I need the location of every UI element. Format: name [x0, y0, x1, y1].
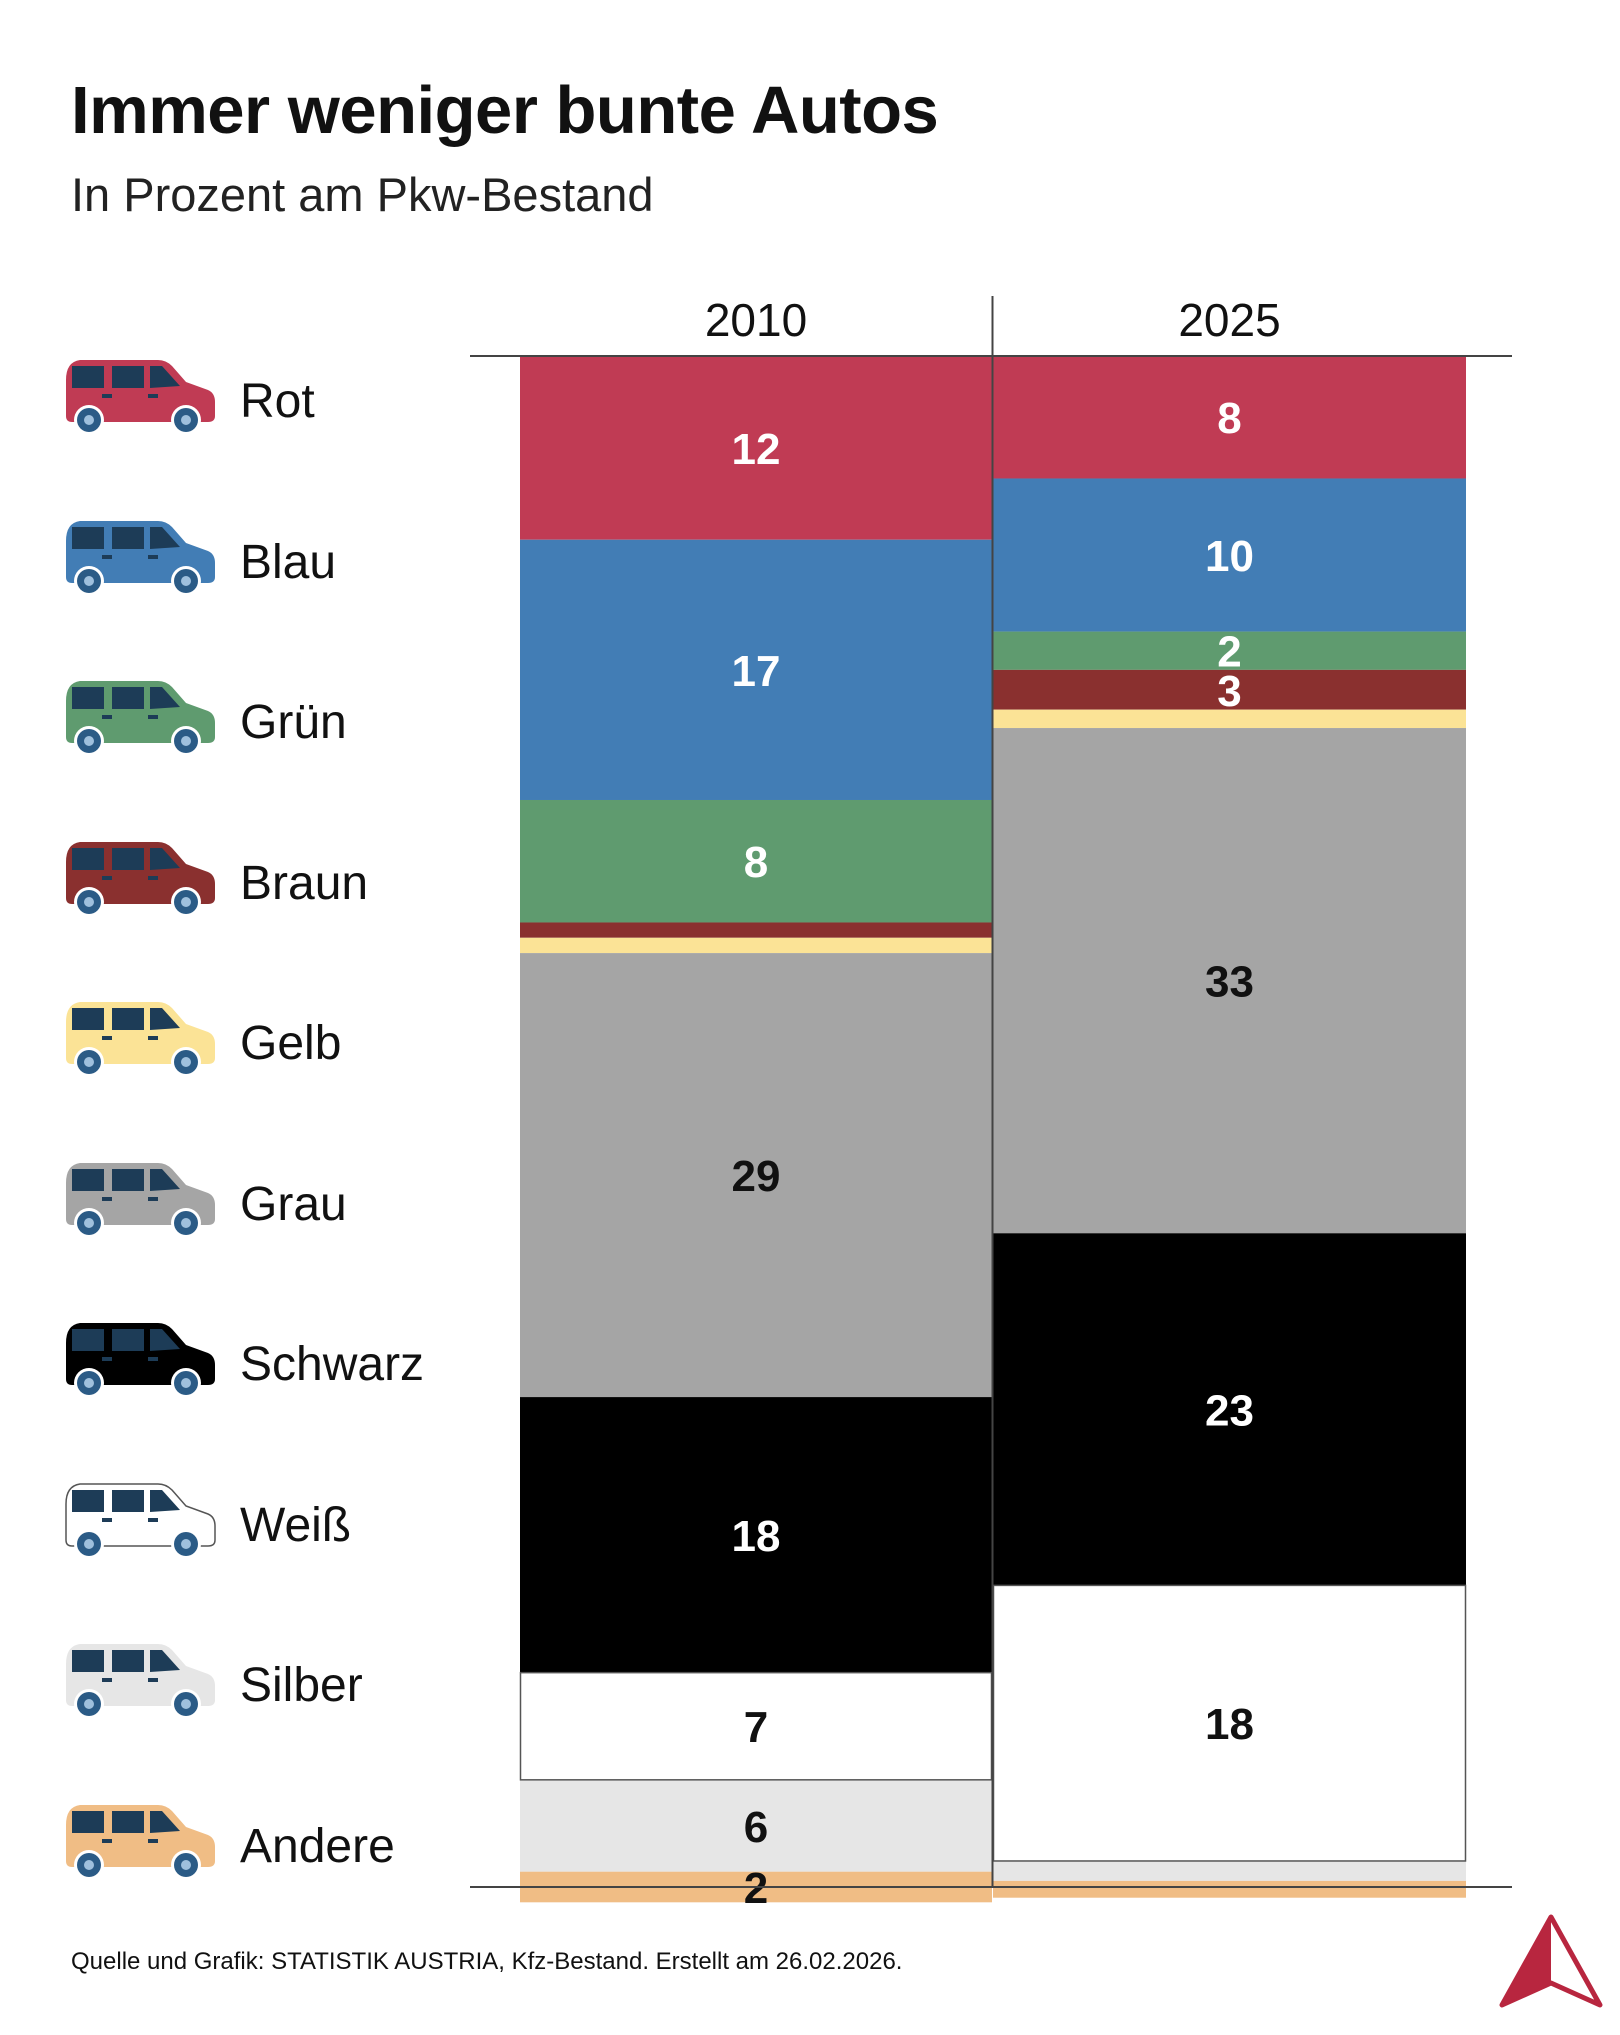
bar-segment-gelb-2010	[520, 937, 992, 954]
bar-segment-braun-2025	[993, 669, 1466, 710]
bar-segment-schwarz-2010	[520, 1397, 992, 1673]
legend-item-rot: Rot	[62, 350, 462, 450]
legend-item-gruen: Grün	[62, 671, 462, 771]
data-label-grau-2010: 29	[732, 1152, 781, 1201]
data-label-rot-2025: 8	[1217, 394, 1241, 443]
legend-item-silber: Silber	[62, 1634, 462, 1734]
bar-segment-blau-2010	[520, 539, 992, 800]
legend-label: Andere	[240, 1819, 395, 1873]
bar-segment-gruen-2025	[993, 631, 1466, 670]
chart-title: Immer weniger bunte Autos	[71, 73, 939, 148]
bar-segment-weiss-2025	[993, 1585, 1466, 1861]
legend-label: Silber	[240, 1659, 363, 1712]
legend-label: Blau	[240, 535, 337, 589]
bar-segment-grau-2025	[993, 728, 1466, 1234]
legend-label: Schwarz	[240, 1338, 425, 1391]
legend-label: Weiß	[240, 1498, 352, 1552]
data-label-weiss-2025: 18	[1205, 1700, 1254, 1749]
bar-segment-schwarz-2025	[993, 1233, 1466, 1586]
bar-segment-rot-2025	[993, 356, 1466, 479]
data-label-silber-2010: 6	[744, 1803, 768, 1852]
legend-item-andere: Andere	[62, 1795, 462, 1895]
source-note: Quelle und Grafik: STATISTIK AUSTRIA, Kf…	[71, 1948, 903, 1975]
car-icon	[66, 1804, 215, 1880]
legend-item-gelb: Gelb	[62, 992, 462, 1092]
data-label-weiss-2010: 7	[744, 1703, 768, 1752]
data-label-grau-2025: 33	[1205, 958, 1254, 1007]
data-label-gruen-2025: 2	[1217, 628, 1241, 677]
data-label-gruen-2010: 8	[744, 838, 768, 887]
data-label-rot-2010: 12	[732, 425, 781, 474]
car-icon	[65, 1482, 216, 1559]
car-icon	[66, 520, 215, 596]
bar-segment-gruen-2010	[520, 799, 992, 923]
legend-label: Gelb	[240, 1017, 342, 1070]
legend-label: Grau	[240, 1177, 347, 1231]
legend-item-braun: Braun	[62, 832, 462, 932]
bar-segment-weiss-2010	[520, 1672, 992, 1780]
data-label-blau-2025: 10	[1205, 532, 1254, 581]
data-label-schwarz-2025: 23	[1205, 1386, 1254, 1435]
car-icon	[66, 1323, 215, 1398]
legend-item-weiss: Weiß	[62, 1474, 462, 1574]
bar-segment-gelb-2025	[993, 709, 1466, 729]
car-icon	[66, 1002, 215, 1077]
legend-label: Grün	[240, 696, 347, 749]
data-label-blau-2010: 17	[732, 647, 781, 696]
legend-item-blau: Blau	[62, 511, 462, 611]
category-label-2025: 2025	[1178, 294, 1280, 346]
car-icon	[66, 681, 215, 756]
data-label-andere-2010: 2	[744, 1864, 768, 1913]
chart-subtitle: In Prozent am Pkw-Bestand	[71, 168, 654, 221]
bar-segment-silber-2025	[993, 1860, 1466, 1881]
statistik-austria-logo-icon	[1499, 1914, 1603, 2008]
bar-segment-andere-2025	[993, 1880, 1466, 1898]
legend-label: Braun	[240, 856, 369, 910]
legend-item-schwarz: Schwarz	[62, 1313, 462, 1413]
car-icon	[66, 1162, 215, 1238]
data-label-braun-2025: 3	[1217, 667, 1241, 716]
legend-label: Rot	[240, 375, 315, 428]
bar-segment-silber-2010	[520, 1779, 992, 1872]
bar-segment-rot-2010	[520, 356, 992, 540]
bar-segment-braun-2010	[520, 922, 992, 938]
car-icon	[66, 841, 215, 917]
legend-item-grau: Grau	[62, 1153, 462, 1253]
car-icon	[66, 360, 215, 435]
car-icon	[66, 1644, 215, 1719]
bar-segment-grau-2010	[520, 953, 992, 1398]
data-label-schwarz-2010: 18	[732, 1512, 781, 1561]
bar-segment-blau-2025	[993, 478, 1466, 632]
category-label-2010: 2010	[705, 294, 807, 346]
